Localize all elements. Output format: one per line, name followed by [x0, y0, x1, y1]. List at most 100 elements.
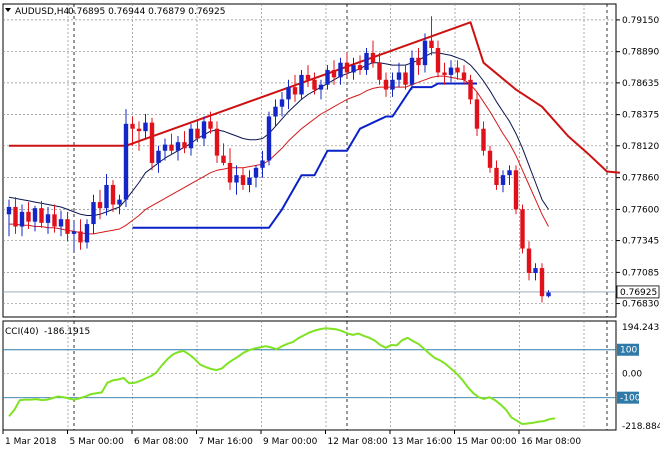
candle-body [91, 202, 96, 225]
candle-body [13, 206, 18, 227]
indicator-lines [3, 21, 621, 293]
dropdown-triangle-icon[interactable] [5, 8, 11, 12]
candle-body [416, 57, 421, 66]
time-tick-label: 16 Mar 08:00 [521, 437, 581, 447]
price-tick-label: 0.78375 [622, 111, 659, 121]
cci-level-tag [617, 391, 639, 404]
candle-body [45, 214, 51, 223]
candle-body [461, 72, 467, 80]
candle-body [487, 150, 493, 168]
candle-body [513, 170, 519, 210]
candle-body [182, 142, 187, 149]
cci-tick-label: 100 [620, 346, 637, 356]
current-price-label: 0.76925 [620, 288, 657, 298]
time-tick-label: 9 Mar 00:00 [263, 437, 318, 447]
candle-body [234, 175, 239, 183]
candle-body [110, 184, 116, 205]
candle-body [390, 79, 395, 90]
candle-body [143, 122, 148, 132]
candle-body [539, 268, 545, 297]
time-tick-label: 6 Mar 08:00 [134, 437, 189, 447]
price-panel-frame [2, 3, 617, 318]
candle-body [136, 128, 142, 132]
price-tick-label: 0.78635 [622, 79, 659, 89]
candle-body [78, 231, 83, 243]
candle-body [338, 62, 343, 78]
candle-body [344, 62, 350, 73]
candle-body [286, 87, 291, 100]
cci-panel: 194.2435 100 0.00 -100 -218.884 [3, 323, 660, 432]
time-tick-label: 7 Mar 16:00 [199, 437, 254, 447]
candle-body [169, 144, 174, 151]
candle-body [364, 52, 369, 71]
candle-body [481, 128, 486, 151]
candle-body [409, 57, 415, 85]
candle-body [65, 219, 70, 234]
candle-body [162, 144, 168, 151]
candle-body [58, 219, 64, 227]
candle-body [123, 123, 129, 200]
candle-body [325, 70, 330, 85]
candle-body [71, 231, 77, 234]
candle-body [39, 208, 44, 223]
candle-body [507, 170, 512, 176]
price-tick-label: 0.77600 [622, 205, 659, 215]
candle-body [188, 128, 194, 149]
cci-panel-frame [2, 320, 617, 431]
candle-body [253, 167, 259, 178]
candle-body [247, 177, 252, 185]
time-tick-label: 13 Mar 16:00 [392, 437, 452, 447]
candle-body [305, 74, 311, 80]
candle-body [227, 162, 233, 183]
price-tick-label: 0.76830 [622, 300, 659, 310]
slow-moving-average-line [9, 75, 549, 235]
candle-body [221, 155, 226, 163]
time-tick-label: 12 Mar 08:00 [328, 437, 388, 447]
candle-body [468, 79, 473, 100]
candle-body [331, 70, 337, 78]
time-tick-label: 1 Mar 2018 [5, 437, 57, 447]
candle-body [455, 67, 460, 73]
candle-body [84, 224, 90, 243]
candle-body [156, 150, 161, 163]
candle-body [422, 40, 428, 66]
candle-body [442, 72, 447, 75]
candle-body [403, 72, 408, 85]
time-axis: 1 Mar 2018 5 Mar 00:00 6 Mar 08:00 7 Mar 16… [2, 430, 581, 447]
candle-body [292, 87, 298, 95]
candle-body [448, 67, 454, 75]
candle-body [500, 175, 506, 185]
cci-tick-label: -100 [620, 394, 641, 404]
candle-body [299, 74, 304, 95]
price-tick-label: 0.77085 [622, 268, 659, 278]
candle-body [19, 211, 25, 227]
resistance-line [9, 21, 621, 174]
candle-body [6, 206, 12, 215]
price-tick-label: 0.78890 [622, 48, 659, 58]
cci-tick-label: 0.00 [622, 370, 642, 380]
price-tick-label: 0.77860 [622, 174, 659, 184]
candle-body [396, 72, 402, 80]
candle-body [97, 202, 103, 209]
candle-body [520, 209, 525, 249]
cci-level-tag [617, 343, 639, 356]
candle-body [266, 116, 272, 161]
cci-title: CCI(40) [5, 327, 39, 337]
symbol-label: AUDUSD,H4 [15, 7, 70, 17]
candle-body [357, 65, 363, 71]
candle-body [26, 211, 31, 222]
candles [6, 16, 551, 303]
candle-body [494, 167, 499, 185]
candle-body [383, 79, 389, 90]
candle-body [546, 292, 551, 297]
cci-value: -186.1915 [44, 327, 90, 337]
candle-body [52, 214, 57, 227]
candle-body [318, 84, 324, 90]
candle-body [435, 48, 441, 73]
candle-body [526, 248, 532, 273]
candle-body [273, 106, 278, 117]
current-price-tag [616, 285, 660, 299]
candle-body [117, 199, 122, 205]
